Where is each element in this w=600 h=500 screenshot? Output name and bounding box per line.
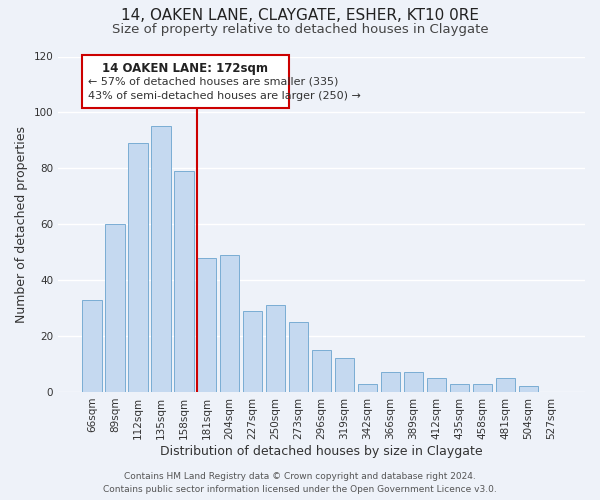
Text: Contains HM Land Registry data © Crown copyright and database right 2024.: Contains HM Land Registry data © Crown c…	[124, 472, 476, 481]
Bar	[105, 224, 125, 392]
Bar	[151, 126, 170, 392]
Bar	[404, 372, 423, 392]
Bar	[358, 384, 377, 392]
Bar	[82, 300, 101, 392]
Bar	[335, 358, 355, 392]
Text: ← 57% of detached houses are smaller (335): ← 57% of detached houses are smaller (33…	[88, 76, 339, 86]
Bar	[449, 384, 469, 392]
X-axis label: Distribution of detached houses by size in Claygate: Distribution of detached houses by size …	[160, 444, 483, 458]
Bar	[128, 143, 148, 392]
Text: 14, OAKEN LANE, CLAYGATE, ESHER, KT10 0RE: 14, OAKEN LANE, CLAYGATE, ESHER, KT10 0R…	[121, 8, 479, 22]
Bar	[518, 386, 538, 392]
Bar	[197, 258, 217, 392]
Text: Size of property relative to detached houses in Claygate: Size of property relative to detached ho…	[112, 22, 488, 36]
Bar	[243, 311, 262, 392]
Bar	[312, 350, 331, 392]
Text: 14 OAKEN LANE: 172sqm: 14 OAKEN LANE: 172sqm	[103, 62, 268, 75]
Text: 43% of semi-detached houses are larger (250) →: 43% of semi-detached houses are larger (…	[88, 91, 361, 101]
Bar	[220, 255, 239, 392]
Bar	[266, 306, 286, 392]
Bar	[174, 171, 194, 392]
Bar	[381, 372, 400, 392]
Bar	[427, 378, 446, 392]
Bar	[289, 322, 308, 392]
FancyBboxPatch shape	[82, 55, 289, 108]
Y-axis label: Number of detached properties: Number of detached properties	[15, 126, 28, 322]
Text: Contains public sector information licensed under the Open Government Licence v3: Contains public sector information licen…	[103, 485, 497, 494]
Bar	[473, 384, 492, 392]
Bar	[496, 378, 515, 392]
